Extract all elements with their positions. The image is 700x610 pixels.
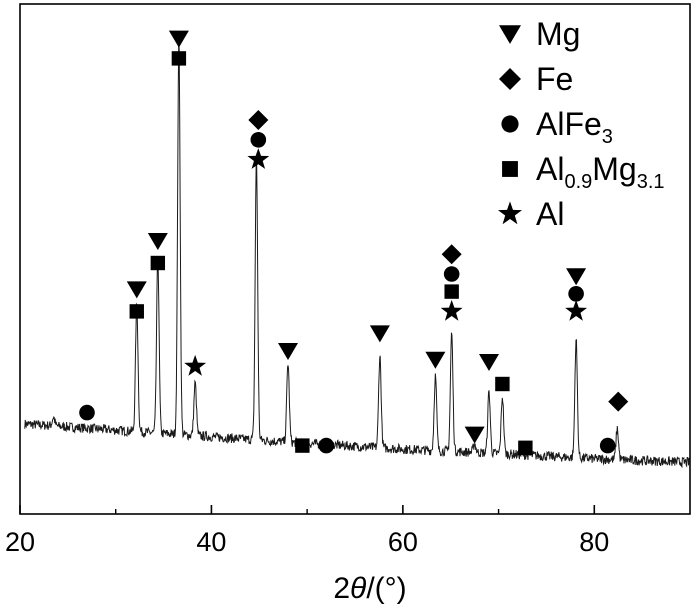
x-tick-label-80: 80 — [579, 527, 609, 557]
marker-square-23 — [518, 440, 533, 455]
plot-area — [19, 3, 691, 515]
marker-square-22 — [495, 376, 510, 392]
legend-star-icon — [497, 201, 523, 225]
x-tick-label-60: 60 — [388, 527, 418, 557]
marker-square-5 — [129, 304, 144, 319]
marker-triangle-14 — [369, 325, 390, 343]
legend-diamond-icon — [499, 68, 521, 90]
marker-circle-9 — [250, 132, 267, 148]
phase-markers — [79, 30, 629, 455]
x-axis-title: 2θ/(°) — [333, 572, 406, 605]
marker-star-10 — [247, 148, 270, 169]
x-tick-label-40: 40 — [196, 527, 226, 557]
marker-star-7 — [184, 354, 207, 376]
legend-circle-icon — [501, 115, 519, 133]
marker-diamond-16 — [441, 244, 462, 265]
x-axis-title-prefix: 2 — [333, 572, 350, 605]
x-axis-title-suffix: /(°) — [366, 572, 406, 605]
marker-square-18 — [444, 284, 459, 299]
legend-label-2: AlFe3 — [536, 106, 613, 148]
x-tick-label-20: 20 — [5, 527, 35, 557]
marker-triangle-4 — [126, 281, 147, 299]
marker-triangle-11 — [278, 343, 298, 360]
marker-circle-17 — [443, 266, 460, 282]
marker-square-3 — [150, 255, 166, 271]
marker-square-12 — [295, 438, 310, 453]
legend-label-1: Fe — [536, 61, 573, 97]
legend-triangle-icon — [499, 25, 521, 44]
marker-triangle-21 — [479, 354, 499, 371]
marker-triangle-2 — [147, 233, 168, 250]
legend-label-3: Al0.9Mg3.1 — [536, 151, 665, 193]
x-axis-title-theta: θ — [350, 572, 367, 605]
diffraction-pattern-line — [24, 37, 691, 469]
plot-frame — [19, 3, 691, 515]
marker-circle-13 — [318, 437, 335, 454]
marker-triangle-24 — [566, 268, 587, 286]
legend-label-0: Mg — [536, 16, 580, 52]
marker-diamond-28 — [608, 391, 629, 412]
marker-triangle-15 — [425, 351, 446, 369]
legend-label-4: Al — [536, 196, 564, 232]
marker-star-26 — [565, 299, 588, 321]
marker-star-19 — [440, 299, 463, 321]
marker-triangle-20 — [464, 426, 485, 444]
marker-circle-6 — [79, 404, 95, 421]
marker-circle-27 — [599, 437, 616, 454]
marker-circle-25 — [568, 286, 584, 302]
x-axis: 20 40 60 80 — [5, 505, 609, 557]
marker-diamond-8 — [248, 110, 269, 130]
marker-square-1 — [171, 51, 187, 66]
marker-triangle-0 — [168, 30, 189, 48]
legend-square-icon — [502, 161, 518, 177]
